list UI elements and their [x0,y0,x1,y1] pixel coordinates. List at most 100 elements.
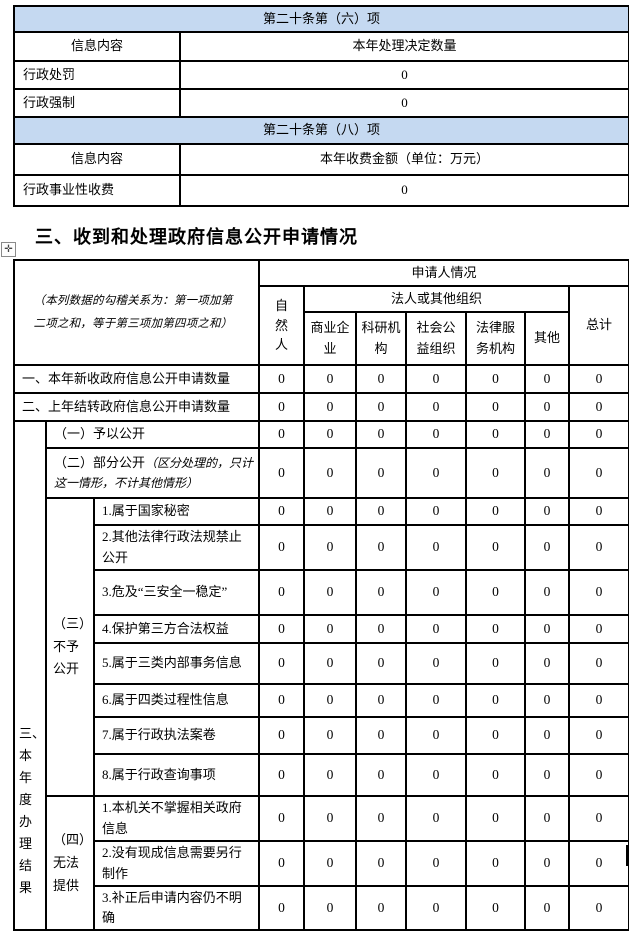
info-content-header: 信息内容 [13,31,181,62]
value-cell: 0 [524,569,570,616]
value-cell: 0 [355,392,407,422]
value-cell: 0 [405,569,467,616]
value-cell: 0 [303,753,357,797]
value-cell: 0 [258,753,305,797]
value-cell: 0 [567,420,629,449]
partial-label: （二）部分公开 [54,454,146,470]
org-col-header-business: 商业企业 [303,311,357,366]
value-cell: 0 [405,447,467,499]
value-cell: 0 [524,795,570,842]
value-cell: 0 [567,840,629,887]
table-move-handle-icon[interactable]: ✛ [1,242,16,257]
info-content-header: 信息内容 [13,143,181,176]
value-cell: 0 [524,716,570,755]
request-table: （本列数据的勾稽关系为：第一项加第二项之和，等于第三项加第四项之和） 申请人情况… [13,259,629,932]
value-cell: 0 [567,753,629,797]
value-cell: 0 [178,88,629,118]
value-cell: 0 [524,683,570,718]
value-cell: 0 [355,795,407,842]
value-cell: 0 [303,840,357,887]
value-cell: 0 [567,614,629,644]
item-label-state-secret: 1.属于国家秘密 [93,497,260,526]
value-cell: 0 [258,364,305,394]
row-label: 行政事业性收费 [13,174,181,207]
value-cell: 0 [303,614,357,644]
item-label-still-unclear: 3.补正后申请内容仍不明确 [93,884,260,932]
value-cell: 0 [405,642,467,685]
value-cell: 0 [405,614,467,644]
value-cell: 0 [465,642,526,685]
value-cell: 0 [567,716,629,755]
value-cell: 0 [405,795,467,842]
value-cell: 0 [258,447,305,499]
value-cell: 0 [465,420,526,449]
category-label-denied: （三）不予公开 [45,497,95,797]
value-cell: 0 [258,795,305,842]
value-cell: 0 [405,497,467,526]
value-cell: 0 [355,683,407,718]
value-cell: 0 [465,392,526,422]
value-cell: 0 [524,524,570,571]
value-cell: 0 [524,884,570,932]
item-label-internal-affairs: 5.属于三类内部事务信息 [93,642,260,685]
row-label-partial: （二）部分公开（区分处理的，只计这一情形，不计其他情形） [45,447,260,499]
value-cell: 0 [405,420,467,449]
value-cell: 0 [405,364,467,394]
value-cell: 0 [524,364,570,394]
value-cell: 0 [465,364,526,394]
value-cell: 0 [567,795,629,842]
value-cell: 0 [355,753,407,797]
value-cell: 0 [405,392,467,422]
value-cell: 0 [465,716,526,755]
value-cell: 0 [524,840,570,887]
reconciliation-note: （本列数据的勾稽关系为：第一项加第二项之和，等于第三项加第四项之和） [33,294,233,330]
fee-amount-header: 本年收费金额（单位：万元） [178,143,629,176]
value-cell: 0 [465,614,526,644]
value-cell: 0 [465,884,526,932]
value-cell: 0 [303,716,357,755]
value-cell: 0 [355,497,407,526]
value-cell: 0 [405,683,467,718]
value-cell: 0 [524,392,570,422]
value-cell: 0 [258,884,305,932]
value-cell: 0 [405,840,467,887]
item-label-endanger-safety: 3.危及“三安全一稳定” [93,569,260,616]
row-label: 行政强制 [13,88,181,118]
decision-count-header: 本年处理决定数量 [178,31,629,62]
article20-section8-title: 第二十条第（八）项 [12,116,629,145]
value-cell: 0 [355,884,407,932]
value-cell: 0 [567,524,629,571]
value-cell: 0 [355,614,407,644]
value-cell: 0 [405,884,467,932]
value-cell: 0 [303,524,357,571]
value-cell: 0 [178,60,629,90]
value-cell: 0 [567,884,629,932]
value-cell: 0 [258,614,305,644]
value-cell: 0 [303,884,357,932]
value-cell: 0 [355,420,407,449]
reconciliation-note-cell: （本列数据的勾稽关系为：第一项加第二项之和，等于第三项加第四项之和） [13,259,260,366]
value-cell: 0 [303,497,357,526]
value-cell: 0 [355,447,407,499]
section-label-results: 三、本年度办理结果 [13,419,47,932]
value-cell: 0 [258,569,305,616]
item-label-admin-query: 8.属于行政查询事项 [93,753,260,797]
value-cell: 0 [465,795,526,842]
row-label-carried-over: 二、上年结转政府信息公开申请数量 [13,392,260,422]
value-cell: 0 [567,683,629,718]
row-label-new-requests: 一、本年新收政府信息公开申请数量 [13,364,260,394]
article20-table: 第二十条第（六）项 信息内容 本年处理决定数量 行政处罚 0 行政强制 0 第二… [12,5,629,207]
value-cell: 0 [524,420,570,449]
item-label-process-info: 6.属于四类过程性信息 [93,683,260,718]
value-cell: 0 [465,524,526,571]
value-cell: 0 [465,569,526,616]
item-label-needs-creation: 2.没有现成信息需要另行制作 [93,840,260,887]
value-cell: 0 [303,642,357,685]
value-cell: 0 [355,569,407,616]
category-label-unavailable: （四）无法提供 [45,794,95,932]
value-cell: 0 [303,447,357,499]
value-cell: 0 [355,716,407,755]
four-way-arrow-icon: ✛ [4,244,13,255]
item-label-not-held: 1.本机关不掌握相关政府信息 [93,795,260,842]
org-col-header-legal-service: 法律服务机构 [465,311,526,366]
